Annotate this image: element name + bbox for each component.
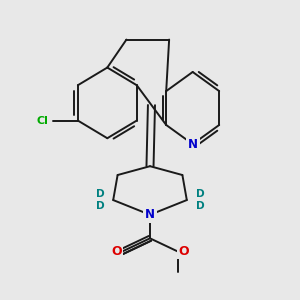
- Text: D: D: [196, 201, 204, 211]
- Text: Cl: Cl: [37, 116, 48, 126]
- Text: N: N: [145, 208, 155, 221]
- Text: D: D: [96, 189, 104, 199]
- Text: D: D: [196, 189, 204, 199]
- Text: O: O: [178, 245, 189, 258]
- Text: O: O: [111, 245, 122, 258]
- Text: D: D: [96, 201, 104, 211]
- Text: N: N: [188, 138, 198, 151]
